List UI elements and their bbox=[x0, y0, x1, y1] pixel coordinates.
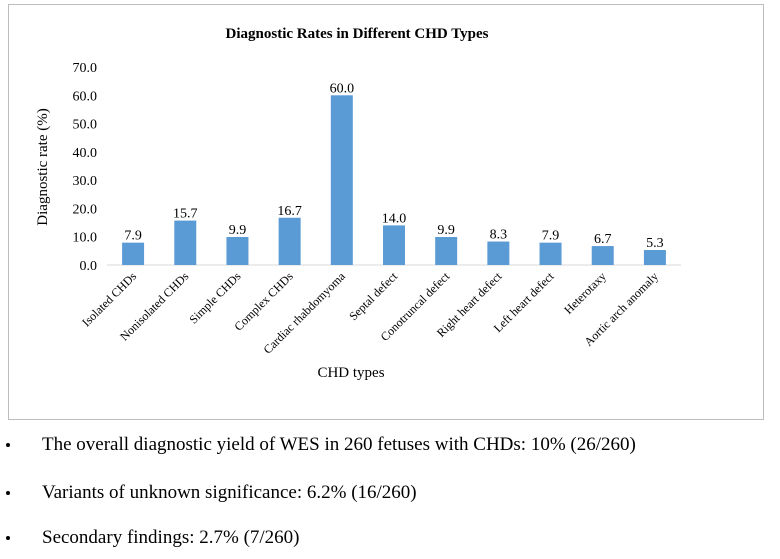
chart-title: Diagnostic Rates in Different CHD Types bbox=[226, 26, 489, 42]
value-label: 7.9 bbox=[124, 229, 142, 244]
y-tick-label: 70.0 bbox=[73, 61, 98, 76]
finding-secondary: Secondary findings: 2.7% (7/260) bbox=[6, 527, 300, 549]
value-label: 15.7 bbox=[173, 207, 198, 222]
value-labels: 7.9 15.7 9.9 16.7 60.0 14.0 9.9 8.3 7.9 6.7 5.3 bbox=[124, 81, 663, 251]
bar bbox=[487, 241, 510, 265]
y-axis-label: Diagnostic rate (%) bbox=[35, 108, 51, 225]
bar bbox=[278, 217, 301, 265]
bullet-dot-icon bbox=[6, 535, 10, 540]
value-label: 60.0 bbox=[330, 81, 355, 96]
bar bbox=[591, 246, 614, 265]
bullet-dot-icon bbox=[6, 490, 10, 495]
bars bbox=[122, 95, 666, 266]
finding-text: The overall diagnostic yield of WES in 2… bbox=[42, 434, 636, 455]
value-label: 9.9 bbox=[229, 223, 247, 238]
y-tick-label: 40.0 bbox=[73, 146, 98, 161]
bar bbox=[539, 242, 562, 265]
y-tick-label: 60.0 bbox=[73, 89, 98, 104]
bar bbox=[643, 250, 666, 265]
bar bbox=[383, 225, 405, 265]
bar bbox=[226, 236, 249, 265]
x-axis-label: CHD types bbox=[317, 365, 384, 381]
x-tick-label: Simple CHDs bbox=[186, 269, 244, 327]
value-label: 6.7 bbox=[594, 232, 612, 247]
x-tick-label: Septal defect bbox=[346, 269, 400, 323]
finding-vus: Variants of unknown significance: 6.2% (… bbox=[6, 482, 417, 504]
finding-overall-yield: The overall diagnostic yield of WES in 2… bbox=[6, 434, 636, 456]
value-label: 9.9 bbox=[437, 223, 455, 238]
value-label: 5.3 bbox=[646, 236, 664, 251]
bar-chart: Diagnostic Rates in Different CHD Types … bbox=[35, 26, 681, 381]
y-tick-label: 50.0 bbox=[73, 118, 98, 133]
bullet-dot-icon bbox=[6, 442, 10, 447]
bar bbox=[122, 242, 145, 265]
value-label: 7.9 bbox=[542, 229, 560, 244]
y-tick-labels: 0.0 10.0 20.0 30.0 40.0 50.0 60.0 70.0 bbox=[73, 61, 98, 274]
value-label: 14.0 bbox=[382, 211, 407, 226]
y-tick-label: 10.0 bbox=[73, 231, 98, 246]
y-tick-label: 0.0 bbox=[80, 259, 98, 274]
finding-text: Variants of unknown significance: 6.2% (… bbox=[42, 482, 417, 503]
y-tick-label: 30.0 bbox=[73, 174, 98, 189]
bar bbox=[435, 236, 458, 265]
value-label: 8.3 bbox=[490, 228, 508, 243]
chart-frame: Diagnostic Rates in Different CHD Types … bbox=[8, 4, 764, 420]
bar bbox=[330, 95, 353, 266]
x-tick-label: Heterotaxy bbox=[561, 269, 609, 317]
finding-text: Secondary findings: 2.7% (7/260) bbox=[42, 527, 300, 548]
value-label: 16.7 bbox=[277, 204, 302, 219]
bar bbox=[174, 220, 197, 265]
y-tick-label: 20.0 bbox=[73, 202, 98, 217]
